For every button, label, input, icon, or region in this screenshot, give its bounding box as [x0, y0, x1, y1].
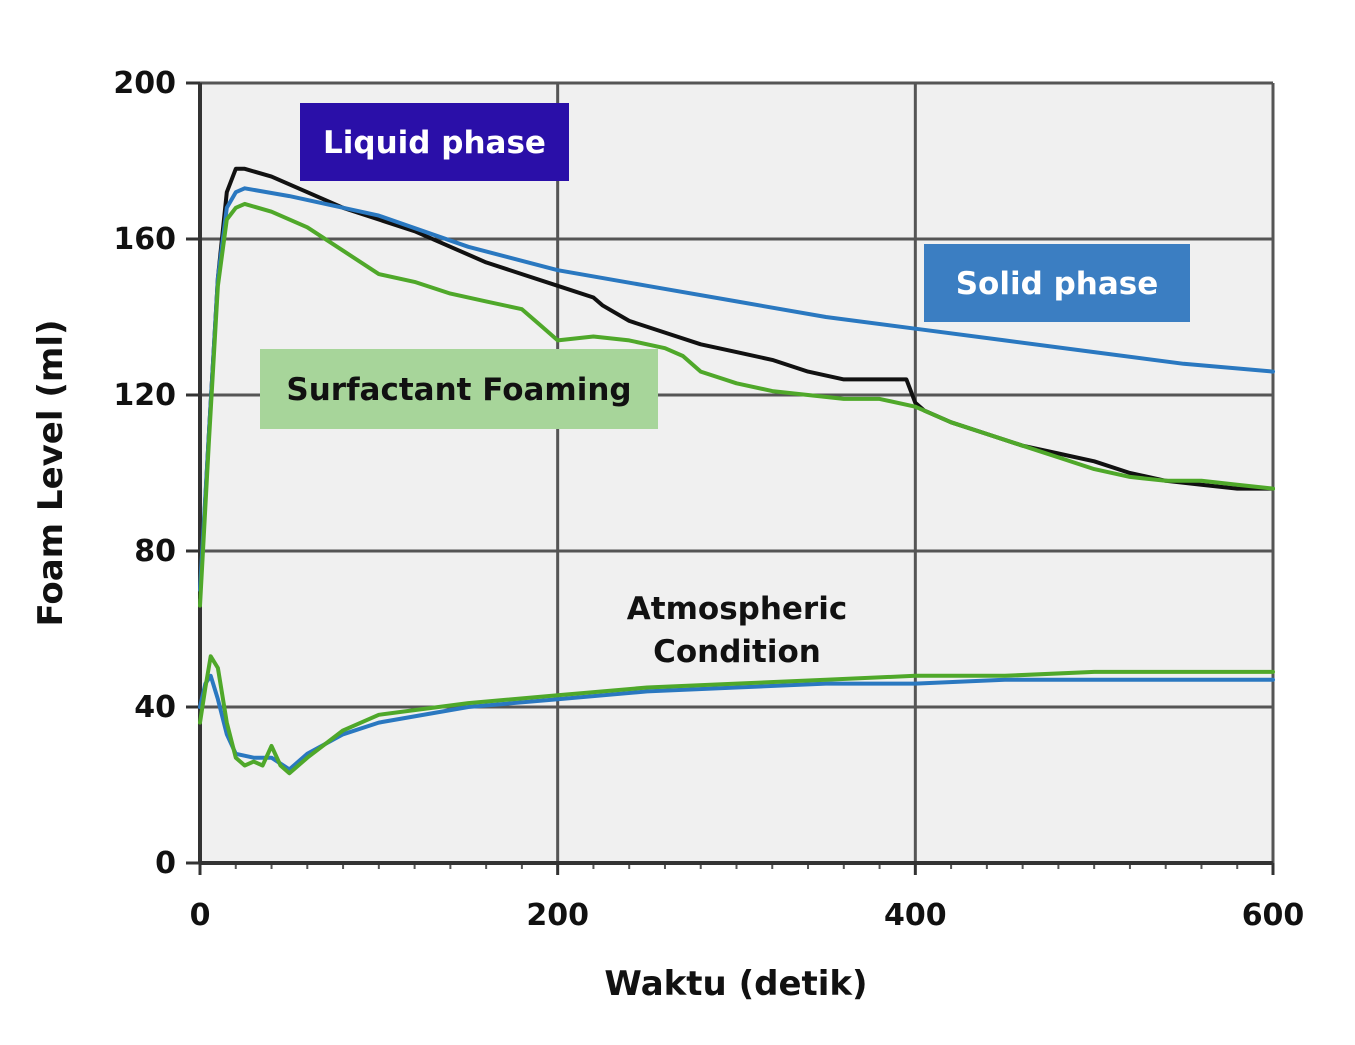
y-tick-label: 160 [113, 222, 176, 257]
x-tick-label: 0 [190, 898, 211, 933]
series-lines [198, 166, 1275, 776]
liquid-phase-box [300, 103, 569, 181]
series-line-3 [198, 201, 1275, 608]
y-tick-label: 40 [134, 690, 176, 725]
y-axis-title: Foam Level (ml) [31, 319, 71, 626]
surfactant-foaming-box-label: Surfactant Foaming [286, 372, 631, 408]
atmospheric-condition-label: Condition [653, 634, 821, 670]
series-line-5 [198, 654, 1275, 776]
tick-labels: 0 40 80 120 160 200 0 200 400 600 [113, 66, 1304, 933]
y-tick-label: 120 [113, 378, 176, 413]
liquid-phase-box-label: Liquid phase [323, 125, 546, 161]
annotations: Atmospheric Condition [627, 591, 847, 670]
x-tick-label: 600 [1242, 898, 1305, 933]
surfactant-foaming-box [260, 349, 658, 429]
axes [186, 81, 1275, 875]
y-tick-label: 80 [134, 534, 176, 569]
solid-phase-box [924, 244, 1190, 322]
x-axis-title: Waktu (detik) [604, 964, 867, 1004]
y-tick-label: 0 [155, 846, 176, 881]
atmospheric-condition-label: Atmospheric [627, 591, 847, 627]
x-tick-label: 200 [526, 898, 589, 933]
x-tick-label: 400 [884, 898, 947, 933]
solid-phase-box-label: Solid phase [956, 266, 1159, 302]
plot-area [200, 83, 1273, 863]
series-line-1 [198, 166, 1275, 600]
label-boxes: Liquid phase Solid phase Surfactant Foamin… [260, 103, 1190, 429]
y-tick-label: 200 [113, 66, 176, 101]
series-line-4 [198, 673, 1275, 772]
